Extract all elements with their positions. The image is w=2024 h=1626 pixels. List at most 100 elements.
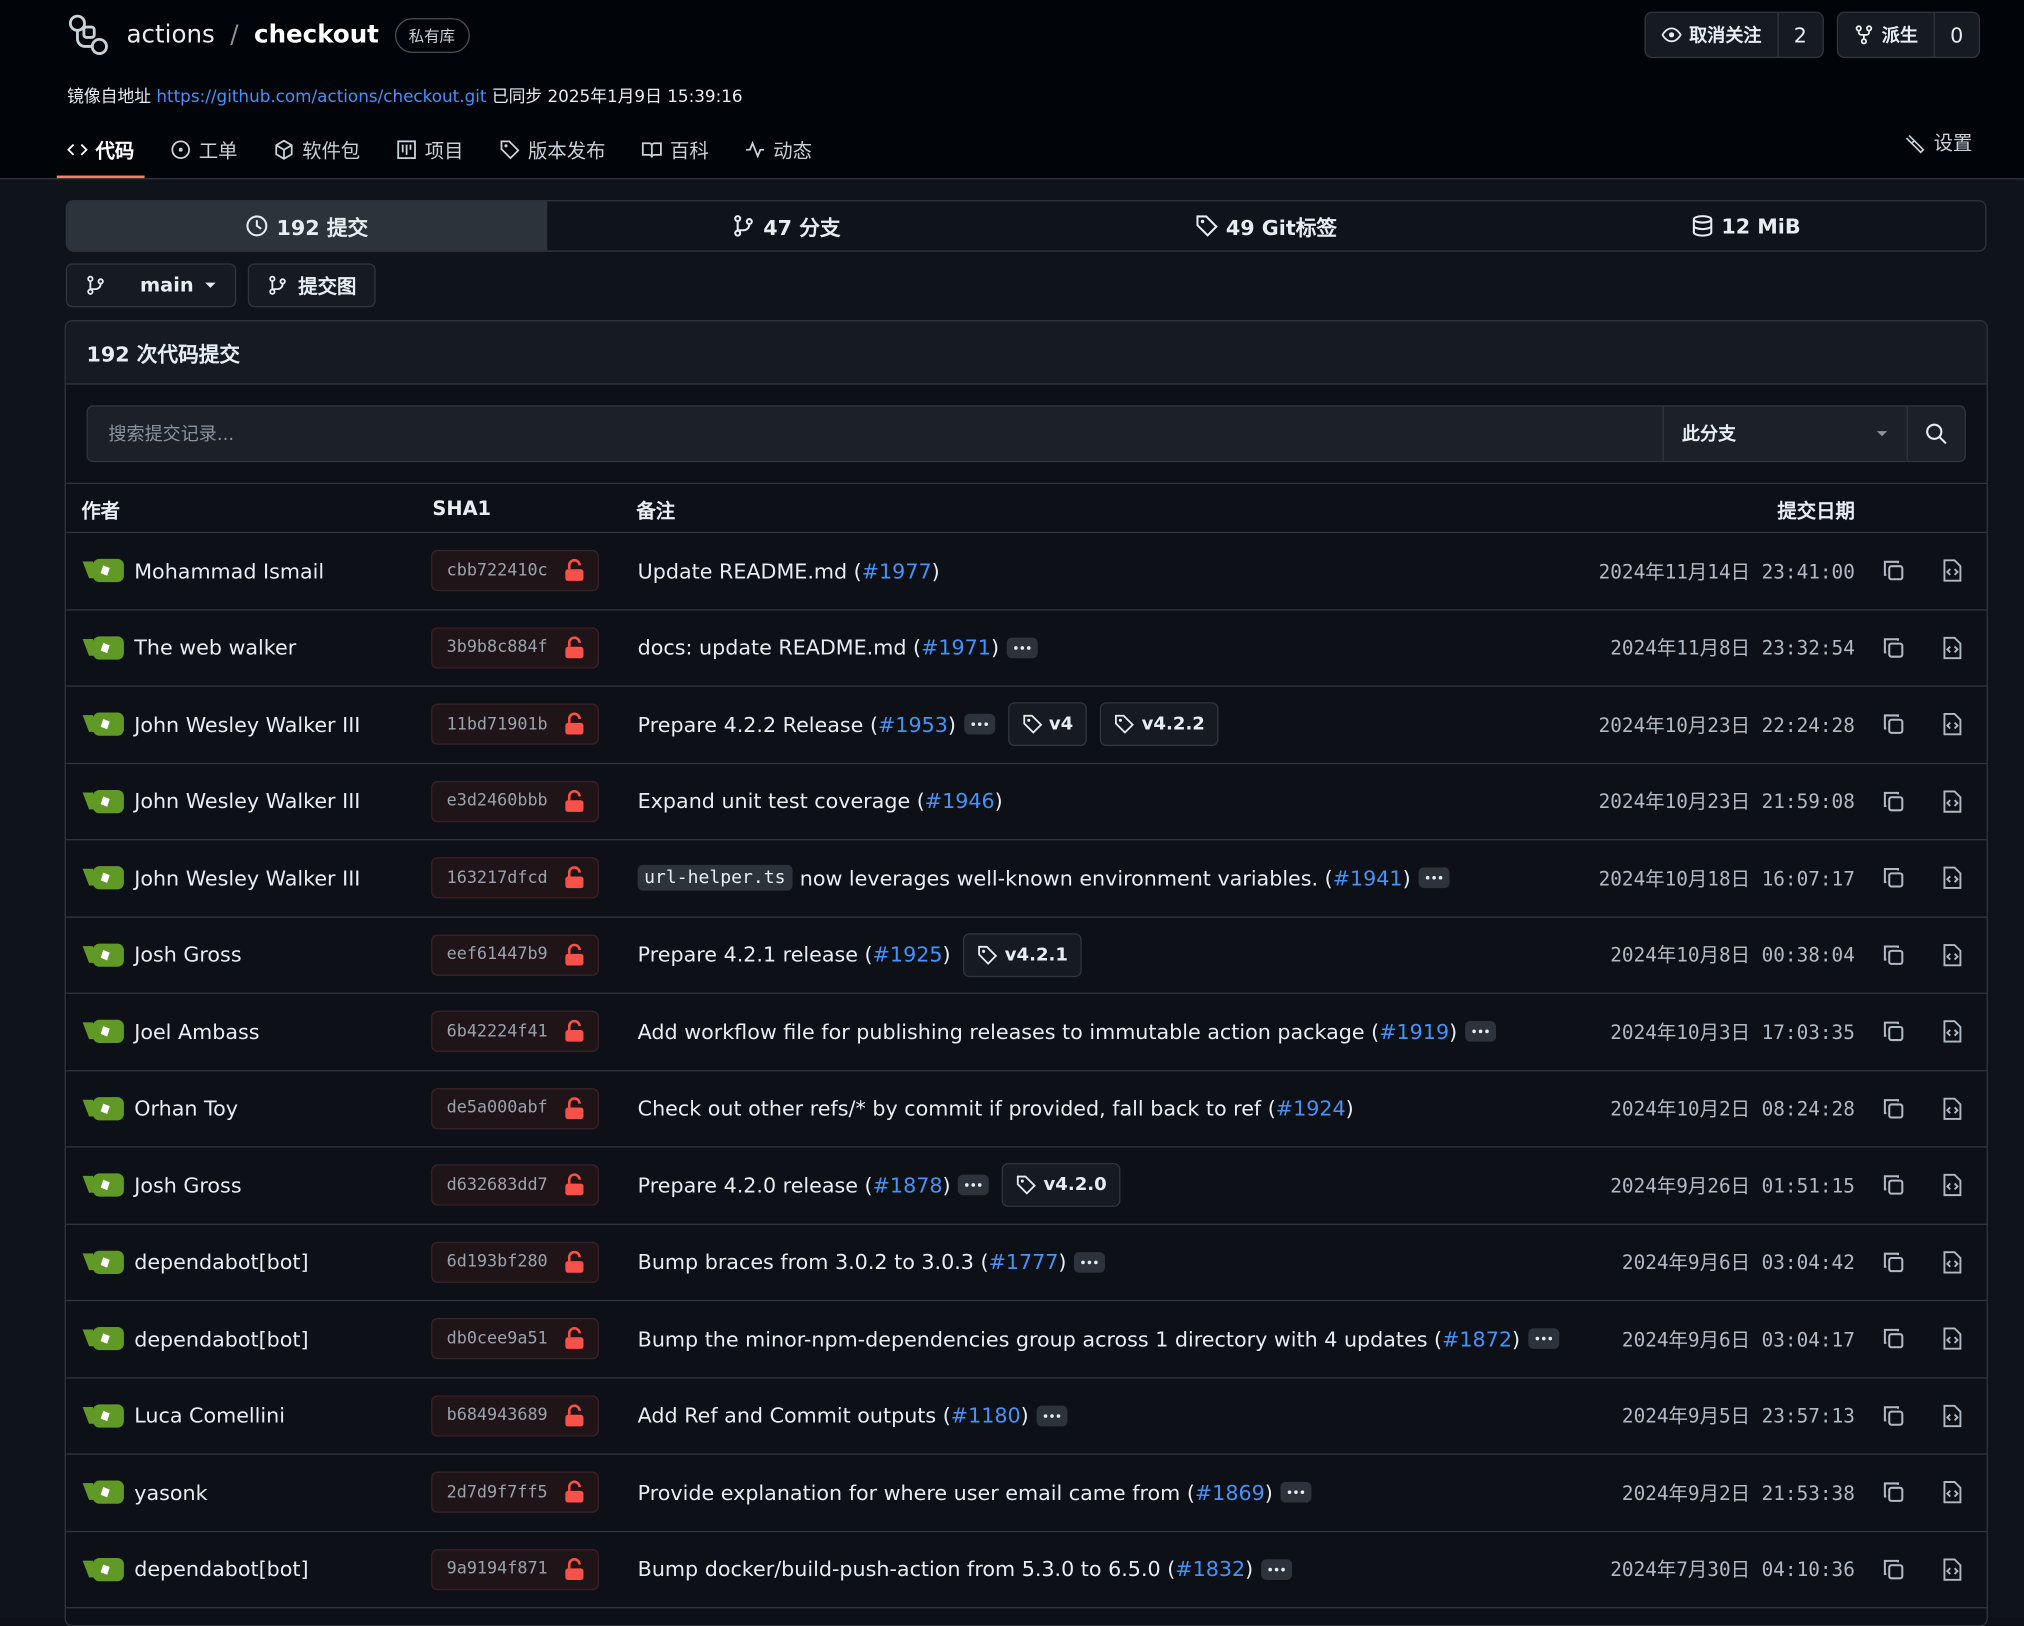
author[interactable]: dependabot[bot]	[134, 1326, 309, 1352]
pr-link[interactable]: #1878	[872, 1173, 943, 1198]
tag[interactable]: v4.2.1	[963, 932, 1083, 977]
expand-button[interactable]	[1464, 1021, 1496, 1042]
author[interactable]: Mohammad Ismail	[134, 558, 325, 584]
sha-button[interactable]: 6b42224f41	[431, 1011, 599, 1053]
pr-link[interactable]: #1946	[924, 789, 995, 814]
sha-button[interactable]: eef61447b9	[431, 934, 599, 976]
browse-button[interactable]	[1940, 1097, 1963, 1125]
sha-button[interactable]: 9a9194f871	[431, 1548, 599, 1590]
browse-button[interactable]	[1940, 866, 1963, 894]
stat[interactable]: 192 提交	[67, 201, 547, 251]
sha-button[interactable]: db0cee9a51	[431, 1318, 599, 1360]
copy-button[interactable]	[1882, 1557, 1905, 1585]
nav-tab[interactable]: 软件包	[274, 124, 360, 176]
pr-link[interactable]: #1941	[1332, 865, 1403, 891]
pr-link[interactable]: #1872	[1442, 1326, 1512, 1352]
nav-tab[interactable]: 项目	[396, 124, 463, 176]
nav-tab[interactable]: 百科	[642, 124, 709, 176]
expand-button[interactable]	[1260, 1558, 1292, 1580]
pr-link[interactable]: #1869	[1194, 1480, 1265, 1505]
copy-button[interactable]	[1882, 1327, 1905, 1355]
expand-button[interactable]	[1074, 1251, 1106, 1273]
sha-button[interactable]: cbb722410c	[431, 550, 599, 592]
copy-button[interactable]	[1882, 1481, 1905, 1509]
copy-button[interactable]	[1882, 1404, 1905, 1432]
owner[interactable]: actions	[126, 20, 215, 50]
nav-tab[interactable]: 动态	[745, 124, 812, 176]
tag[interactable]: v4	[1007, 702, 1088, 747]
pr-link[interactable]: #1971	[921, 635, 991, 660]
expand-button[interactable]	[958, 1174, 990, 1196]
copy-button[interactable]	[1882, 636, 1905, 664]
browse-button[interactable]	[1940, 1020, 1963, 1048]
graph-button[interactable]: 提交图	[247, 263, 376, 308]
search-button[interactable]	[1906, 406, 1965, 461]
author[interactable]: dependabot[bot]	[134, 1557, 309, 1582]
search-input[interactable]: 搜索提交记录...	[108, 424, 235, 446]
author[interactable]: Joel Ambass	[134, 1019, 260, 1044]
author[interactable]: The web walker	[134, 635, 297, 660]
copy-button[interactable]	[1882, 559, 1905, 587]
sha-button[interactable]: e3d2460bbb	[431, 780, 599, 822]
copy-button[interactable]	[1882, 789, 1905, 817]
watch-button[interactable]: 取消关注 2	[1643, 11, 1824, 59]
browse-button[interactable]	[1940, 1481, 1963, 1509]
expand-button[interactable]	[1280, 1482, 1312, 1503]
author[interactable]: Luca Comellini	[134, 1403, 285, 1428]
pr-link[interactable]: #1180	[950, 1403, 1021, 1428]
watch-count[interactable]: 2	[1776, 12, 1822, 57]
sha-button[interactable]: b684943689	[431, 1395, 599, 1437]
pr-link[interactable]: #1924	[1275, 1096, 1346, 1121]
pr-link[interactable]: #1953	[878, 712, 948, 737]
copy-button[interactable]	[1882, 1020, 1905, 1048]
tag[interactable]: v4.2.2	[1100, 702, 1220, 747]
copy-button[interactable]	[1882, 1250, 1905, 1278]
browse-button[interactable]	[1940, 789, 1963, 817]
browse-button[interactable]	[1940, 1173, 1963, 1201]
copy-button[interactable]	[1882, 866, 1905, 894]
browse-button[interactable]	[1940, 559, 1963, 587]
stat[interactable]: 47 分支	[547, 201, 1027, 250]
browse-button[interactable]	[1940, 713, 1963, 741]
expand-button[interactable]	[1006, 637, 1038, 658]
author[interactable]: John Wesley Walker III	[134, 712, 361, 737]
author[interactable]: yasonk	[134, 1480, 208, 1505]
author[interactable]: Josh Gross	[134, 942, 242, 968]
author[interactable]: John Wesley Walker III	[134, 789, 361, 814]
copy-button[interactable]	[1882, 943, 1905, 971]
expand-button[interactable]	[1418, 867, 1450, 889]
stat[interactable]: 12 MiB	[1506, 201, 1986, 250]
settings-tab[interactable]: 设置	[1905, 129, 1972, 156]
expand-button[interactable]	[1527, 1328, 1559, 1350]
browse-button[interactable]	[1940, 1404, 1963, 1432]
nav-tab[interactable]: 代码	[56, 124, 145, 179]
browse-button[interactable]	[1940, 636, 1963, 664]
copy-button[interactable]	[1882, 1173, 1905, 1201]
sha-button[interactable]: 163217dfcd	[431, 857, 599, 899]
copy-button[interactable]	[1882, 1097, 1905, 1125]
mirror-url[interactable]: https://github.com/actions/checkout.git	[156, 87, 487, 108]
branch-selector[interactable]: main	[65, 263, 237, 308]
pr-link[interactable]: #1919	[1379, 1019, 1450, 1044]
fork-button[interactable]: 派生 0	[1836, 11, 1981, 59]
nav-tab[interactable]: 工单	[170, 124, 238, 176]
sha-button[interactable]: 3b9b8c884f	[431, 627, 599, 669]
browse-button[interactable]	[1940, 943, 1963, 971]
nav-tab[interactable]: 版本发布	[500, 124, 605, 176]
author[interactable]: Orhan Toy	[134, 1096, 238, 1121]
expand-button[interactable]	[1036, 1405, 1068, 1427]
author[interactable]: John Wesley Walker III	[134, 865, 361, 891]
author[interactable]: Josh Gross	[134, 1173, 242, 1198]
sha-button[interactable]: d632683dd7	[431, 1164, 599, 1206]
pr-link[interactable]: #1925	[872, 942, 943, 968]
repo-name[interactable]: checkout	[254, 20, 379, 50]
sha-button[interactable]: 2d7d9f7ff5	[431, 1471, 599, 1514]
browse-button[interactable]	[1940, 1327, 1963, 1355]
author[interactable]: dependabot[bot]	[134, 1249, 309, 1275]
stat[interactable]: 49 Git标签	[1026, 201, 1506, 250]
browse-button[interactable]	[1940, 1250, 1963, 1278]
expand-button[interactable]	[963, 714, 995, 735]
sha-button[interactable]: de5a000abf	[431, 1087, 599, 1130]
sha-button[interactable]: 11bd71901b	[431, 703, 599, 746]
fork-count[interactable]: 0	[1933, 12, 1978, 57]
